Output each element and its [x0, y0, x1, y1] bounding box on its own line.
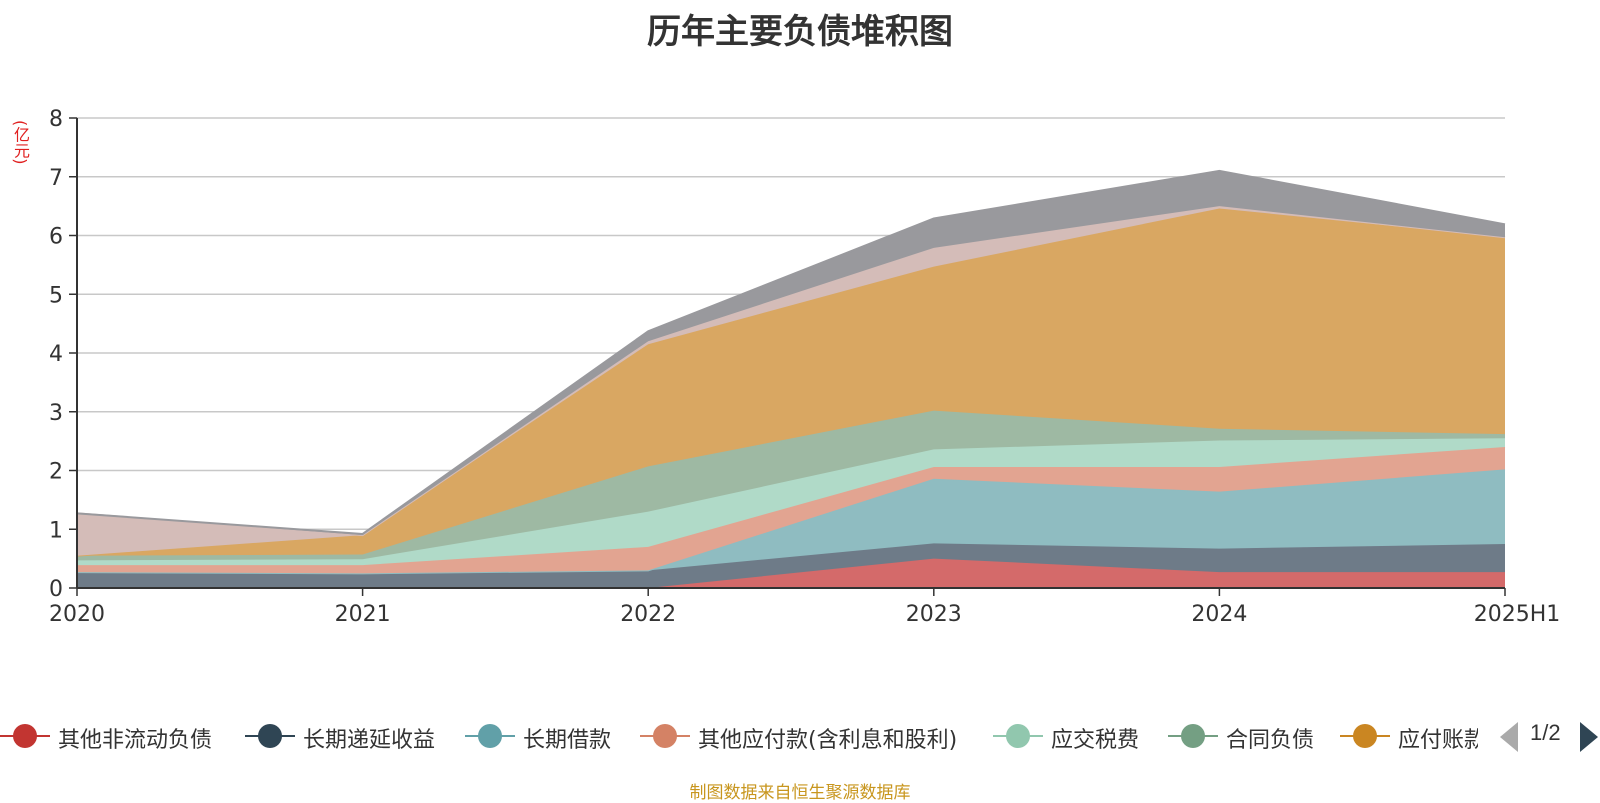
legend-circle-icon	[258, 724, 282, 748]
chart-title: 历年主要负债堆积图	[647, 12, 953, 52]
series-line-8	[76, 169, 1506, 535]
triangle-right-icon[interactable]	[1580, 722, 1598, 752]
x-tick-label: 2023	[906, 602, 962, 627]
legend-items: 其他非流动负债 长期递延收益 长期借款 其他应付款(含利息和股利) 应交税费 合同负债 应付…	[0, 718, 1478, 754]
y-tick-label: 4	[49, 342, 63, 367]
y-tick-label: 2	[49, 460, 63, 485]
area-series	[76, 169, 1506, 589]
legend-circle-icon	[1353, 724, 1377, 748]
legend-label: 其他非流动负债	[58, 728, 213, 753]
y-tick-label: 0	[49, 577, 63, 602]
legend-circle-icon	[653, 724, 677, 748]
area-series-2	[77, 469, 1505, 574]
legend-circle-icon	[1181, 724, 1205, 748]
legend-page-indicator: 1/2	[1530, 720, 1561, 745]
area-series-1	[77, 543, 1505, 588]
x-tick-label: 2025H1	[1474, 602, 1561, 627]
y-tick-label: 3	[49, 401, 63, 426]
legend-label: 合同负债	[1226, 728, 1315, 753]
axes: 0 1 2 3 4 5 6 7 8 2020 2021 2022 2023 2024 2025H1	[49, 107, 1560, 627]
legend-circle-icon	[1006, 724, 1030, 748]
triangle-left-icon[interactable]	[1500, 722, 1518, 752]
area-series-8	[77, 170, 1505, 536]
source-note: 制图数据来自恒生聚源数据库	[689, 783, 911, 803]
series-line-5	[76, 409, 1506, 557]
x-tick-label: 2020	[49, 602, 105, 627]
y-tick-label: 1	[49, 518, 63, 543]
legend-label: 长期借款	[523, 728, 612, 753]
x-tick-label: 2024	[1191, 602, 1247, 627]
y-tick-label: 6	[49, 225, 63, 250]
legend-label: 长期递延收益	[303, 728, 436, 753]
area-series-5	[77, 410, 1505, 561]
legend-label: 应交税费	[1051, 728, 1140, 753]
area-series-4	[77, 438, 1505, 566]
stacked-area-chart: 0 1 2 3 4 5 6 7 8 2020 2021 2022 2023 2024 2025H1	[49, 107, 1560, 627]
y-tick-label: 5	[49, 283, 63, 308]
y-axis-unit-label: (亿元)	[11, 120, 30, 165]
legend-label: 应付账款	[1398, 728, 1478, 753]
legend: 其他非流动负债 长期递延收益 长期借款 其他应付款(含利息和股利) 应交税费 合同负债 应付…	[0, 718, 1600, 754]
x-tick-label: 2022	[620, 602, 676, 627]
legend-label: 其他应付款(含利息和股利)	[698, 728, 958, 753]
area-series-3	[77, 447, 1505, 574]
area-series-6	[77, 208, 1505, 556]
legend-circle-icon	[478, 724, 502, 748]
x-tick-label: 2021	[335, 602, 391, 627]
legend-circle-icon	[13, 724, 37, 748]
y-tick-label: 7	[49, 166, 63, 191]
y-tick-label: 8	[49, 107, 63, 132]
